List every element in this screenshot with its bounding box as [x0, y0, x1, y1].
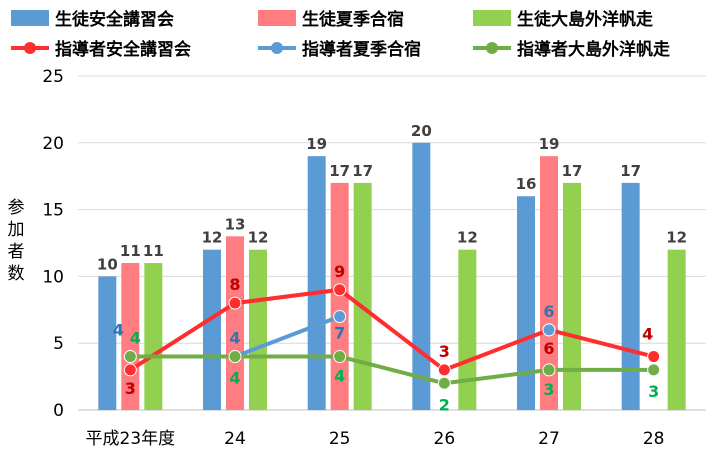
bar	[203, 249, 221, 410]
line-marker	[228, 350, 242, 364]
bar	[458, 249, 477, 410]
bar-label: 17	[352, 162, 373, 180]
bar-label: 12	[457, 229, 478, 247]
line-marker	[647, 363, 661, 377]
legend-bar-swatch	[11, 10, 49, 26]
line-marker	[437, 376, 451, 390]
line-marker	[333, 309, 347, 323]
y-tick-label: 20	[42, 134, 64, 154]
bar	[621, 182, 640, 410]
line-marker	[542, 363, 556, 377]
x-tick-label: 平成23年度	[86, 429, 176, 449]
bar-label: 17	[329, 162, 350, 180]
y-axis-label-char: 数	[8, 264, 25, 284]
x-tick-label: 28	[643, 429, 665, 449]
bar	[144, 263, 163, 410]
bar	[307, 156, 326, 410]
x-tick-label: 24	[224, 429, 246, 449]
y-tick-label: 0	[53, 401, 64, 421]
bar	[353, 182, 372, 410]
y-tick-label: 5	[53, 334, 64, 354]
legend-label: 指導者安全講習会	[55, 39, 191, 60]
legend-label: 生徒夏季合宿	[302, 9, 404, 30]
line-label: 4	[229, 329, 240, 348]
x-tick-label: 26	[434, 429, 456, 449]
x-tick-label: 25	[329, 429, 351, 449]
line-label: 3	[439, 342, 450, 361]
bar	[540, 156, 558, 410]
bar-label: 16	[516, 175, 537, 193]
series-line	[128, 287, 656, 372]
bar-label: 19	[306, 135, 327, 153]
line-label: 4	[642, 325, 653, 344]
line-label: 6	[543, 302, 554, 321]
line-label: 3	[648, 382, 659, 401]
y-tick-label: 15	[42, 201, 64, 221]
line-label: 2	[439, 395, 450, 414]
line-marker	[647, 350, 661, 364]
bar-label: 20	[411, 122, 432, 140]
bar-label: 10	[97, 255, 118, 273]
line-marker	[542, 323, 556, 337]
bar	[517, 196, 535, 410]
bar	[98, 276, 117, 410]
line-label: 4	[229, 369, 240, 388]
line-label: 3	[543, 380, 554, 399]
bar-label: 12	[248, 229, 269, 247]
line-label: 9	[334, 262, 345, 281]
x-tick-label: 27	[538, 429, 560, 449]
bar	[226, 236, 244, 410]
legend-line-marker	[24, 42, 36, 54]
line-marker	[123, 363, 137, 377]
line-label: 6	[543, 339, 554, 358]
line-label: 3	[125, 379, 136, 398]
y-tick-label: 10	[42, 267, 64, 287]
y-tick-label: 25	[42, 67, 64, 87]
bar-label: 12	[202, 229, 223, 247]
line-marker	[123, 350, 137, 364]
grid-lines	[78, 75, 706, 411]
legend-label: 生徒大島外洋帆走	[517, 9, 653, 30]
line-label: 7	[334, 323, 345, 342]
y-axis-label-char: 加	[8, 220, 25, 240]
bar-label: 19	[539, 135, 560, 153]
legend-bar-swatch	[258, 10, 296, 26]
bar	[667, 249, 686, 410]
bar-label: 13	[225, 215, 246, 233]
line-label: 8	[229, 275, 240, 294]
bar-label: 11	[143, 242, 164, 260]
legend-line-marker	[271, 42, 283, 54]
legend-label: 指導者大島外洋帆走	[517, 39, 670, 60]
bar	[249, 249, 267, 410]
y-axis-label-char: 参	[8, 198, 25, 218]
legend-line-marker	[486, 42, 498, 54]
bar	[412, 142, 431, 411]
bar	[563, 182, 581, 410]
bar-label: 17	[562, 162, 583, 180]
line-marker	[333, 350, 347, 364]
y-axis-label-char: 者	[8, 242, 25, 262]
line-label: 4	[334, 367, 345, 386]
legend-bar-swatch	[473, 10, 511, 26]
series-line	[128, 354, 656, 386]
line-marker	[333, 283, 347, 297]
lines	[123, 283, 661, 390]
bar-label: 11	[120, 242, 141, 260]
legend-label: 指導者夏季合宿	[302, 39, 421, 60]
line-label: 4	[113, 321, 124, 340]
bar-label: 17	[620, 162, 641, 180]
line-marker	[437, 363, 451, 377]
line-marker	[228, 296, 242, 310]
bar-label: 12	[666, 229, 687, 247]
line-label: 4	[130, 329, 141, 348]
legend-label: 生徒安全講習会	[55, 9, 174, 30]
